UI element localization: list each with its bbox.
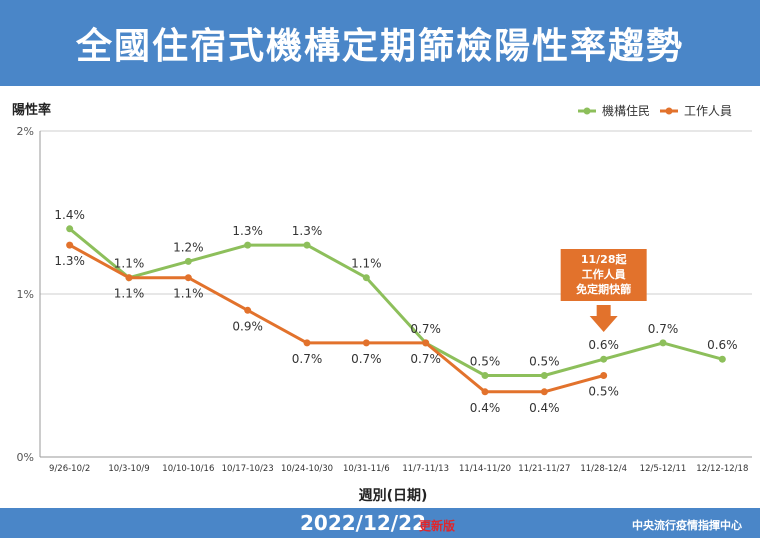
- data-point: [362, 274, 370, 282]
- x-tick-label: 11/7-11/13: [402, 464, 449, 474]
- data-label: 1.1%: [114, 287, 145, 301]
- data-label: 0.7%: [648, 322, 679, 336]
- x-tick-label: 10/10-10/16: [162, 464, 214, 474]
- data-label: 0.7%: [292, 352, 323, 366]
- header-banner: 全國住宿式機構定期篩檢陽性率趨勢: [0, 0, 760, 86]
- data-point: [481, 388, 489, 396]
- data-label: 1.3%: [292, 224, 323, 238]
- data-label: 1.1%: [114, 257, 145, 271]
- down-arrow-icon: [589, 305, 618, 332]
- data-point: [540, 388, 548, 396]
- x-tick-label: 9/26-10/2: [49, 464, 90, 474]
- x-tick-label: 10/24-10/30: [281, 464, 333, 474]
- page-title: 全國住宿式機構定期篩檢陽性率趨勢: [75, 26, 684, 67]
- y-tick-label: 2%: [17, 125, 34, 138]
- data-label: 0.5%: [588, 385, 619, 399]
- x-tick-label: 10/3-10/9: [108, 464, 149, 474]
- data-label: 0.6%: [588, 338, 619, 352]
- series-line-staff: [68, 243, 605, 394]
- x-tick-labels: 9/26-10/2 10/3-10/9 10/10-10/16 10/17-10/23…: [49, 464, 748, 474]
- legend: 機構住民 工作人員: [578, 103, 732, 118]
- data-point: [244, 306, 252, 314]
- x-tick-label: 12/5-12/11: [640, 464, 687, 474]
- axes: [39, 131, 752, 458]
- data-point: [362, 339, 370, 347]
- y-ticks: 0% 1% 2%: [17, 125, 34, 464]
- data-point: [659, 339, 667, 347]
- footer-banner: 2022/12/22 更新版 中央流行疫情指揮中心: [0, 508, 760, 538]
- data-label: 0.7%: [410, 352, 441, 366]
- data-labels: 1.4% 1.1% 1.2% 1.3% 1.3% 1.1% 0.7% 0.5% 0.5% 0.6%…: [54, 208, 737, 415]
- data-point: [303, 241, 311, 249]
- data-point: [125, 274, 133, 282]
- data-label: 0.4%: [529, 401, 560, 415]
- data-label: 0.6%: [707, 338, 738, 352]
- x-tick-label: 10/17-10/23: [222, 464, 274, 474]
- data-point: [600, 372, 608, 379]
- data-point: [66, 225, 74, 233]
- data-point: [422, 339, 430, 347]
- data-point: [481, 372, 489, 379]
- data-label: 0.7%: [410, 322, 441, 336]
- annotation-box: [560, 249, 647, 301]
- update-badge: 更新版: [419, 519, 456, 533]
- data-label: 1.1%: [351, 257, 382, 271]
- x-tick-label: 11/21-11/27: [518, 464, 570, 474]
- data-point: [184, 257, 192, 265]
- legend-marker: [665, 107, 673, 115]
- data-label: 1.3%: [232, 224, 263, 238]
- data-label: 0.5%: [470, 355, 501, 369]
- data-label: 1.2%: [173, 240, 204, 254]
- x-tick-label: 10/31-11/6: [343, 464, 390, 474]
- annotation-text: 免定期快篩: [576, 282, 631, 296]
- source-label: 中央流行疫情指揮中心: [632, 519, 742, 532]
- data-label: 0.7%: [351, 352, 382, 366]
- data-label: 1.1%: [173, 287, 204, 301]
- series-lines: [66, 225, 726, 396]
- legend-label: 工作人員: [684, 104, 732, 118]
- line-chart: 陽性率 週別(日期) 0% 1% 2% 9/26-10/2 10/3-10/9 10/1…: [12, 102, 752, 504]
- data-point: [244, 241, 252, 249]
- data-point: [718, 355, 726, 363]
- x-axis-label: 週別(日期): [359, 488, 428, 504]
- data-point: [66, 241, 74, 249]
- y-tick-label: 1%: [17, 288, 34, 301]
- annotation-text: 11/28起: [581, 252, 628, 266]
- update-date: 2022/12/22: [300, 511, 426, 535]
- data-label: 0.9%: [232, 319, 263, 333]
- data-label: 1.4%: [54, 208, 85, 222]
- legend-marker: [583, 107, 591, 115]
- x-tick-label: 12/12-12/18: [696, 464, 748, 474]
- data-label: 0.5%: [529, 355, 560, 369]
- data-label: 1.3%: [54, 254, 85, 268]
- data-point: [600, 355, 608, 363]
- legend-label: 機構住民: [602, 103, 650, 118]
- data-point: [184, 274, 192, 282]
- series-line-resident: [68, 227, 723, 377]
- y-axis-label: 陽性率: [12, 102, 51, 118]
- x-tick-label: 11/28-12/4: [580, 464, 627, 474]
- data-label: 0.4%: [470, 401, 501, 415]
- x-tick-label: 11/14-11/20: [459, 464, 511, 474]
- data-point: [303, 339, 311, 347]
- y-tick-label: 0%: [17, 451, 34, 464]
- data-point: [540, 372, 548, 379]
- annotation-text: 工作人員: [582, 267, 626, 281]
